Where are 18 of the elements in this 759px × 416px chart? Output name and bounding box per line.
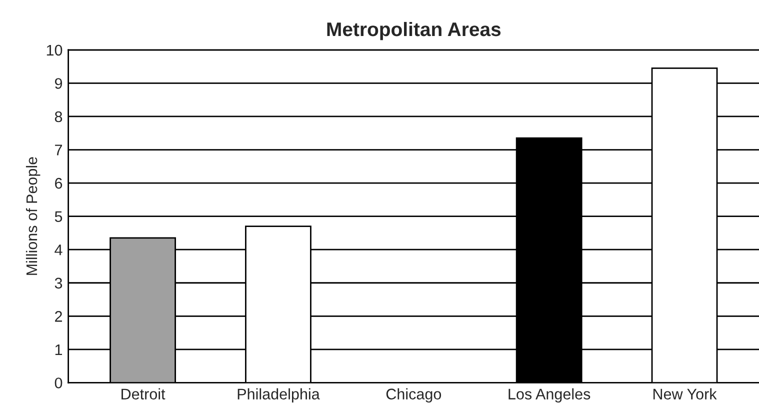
y-tick-label: 3 xyxy=(54,278,62,289)
x-tick-label: Chicago xyxy=(386,388,442,403)
chart-title: Metropolitan Areas xyxy=(327,22,501,40)
y-tick-label: 1 xyxy=(55,344,62,355)
y-tick-label: 6 xyxy=(55,178,62,189)
y-tick-label: 10 xyxy=(46,44,62,56)
x-tick-label: New York xyxy=(653,388,717,400)
x-tick-label: Detroit xyxy=(122,388,166,400)
y-axis-title: Millions of People xyxy=(26,157,40,275)
y-tick-label: 7 xyxy=(55,144,62,156)
y-tick-label: 9 xyxy=(54,78,62,89)
y-tick-label: 8 xyxy=(54,111,62,122)
y-tick-label: 0 xyxy=(54,378,62,388)
y-tick-label: 5 xyxy=(54,211,62,222)
x-tick-label: Los Angeles xyxy=(508,388,590,403)
x-tick-label: Philadelphia xyxy=(238,388,320,403)
y-tick-label: 2 xyxy=(55,311,62,322)
y-tick-label: 4 xyxy=(54,244,62,256)
